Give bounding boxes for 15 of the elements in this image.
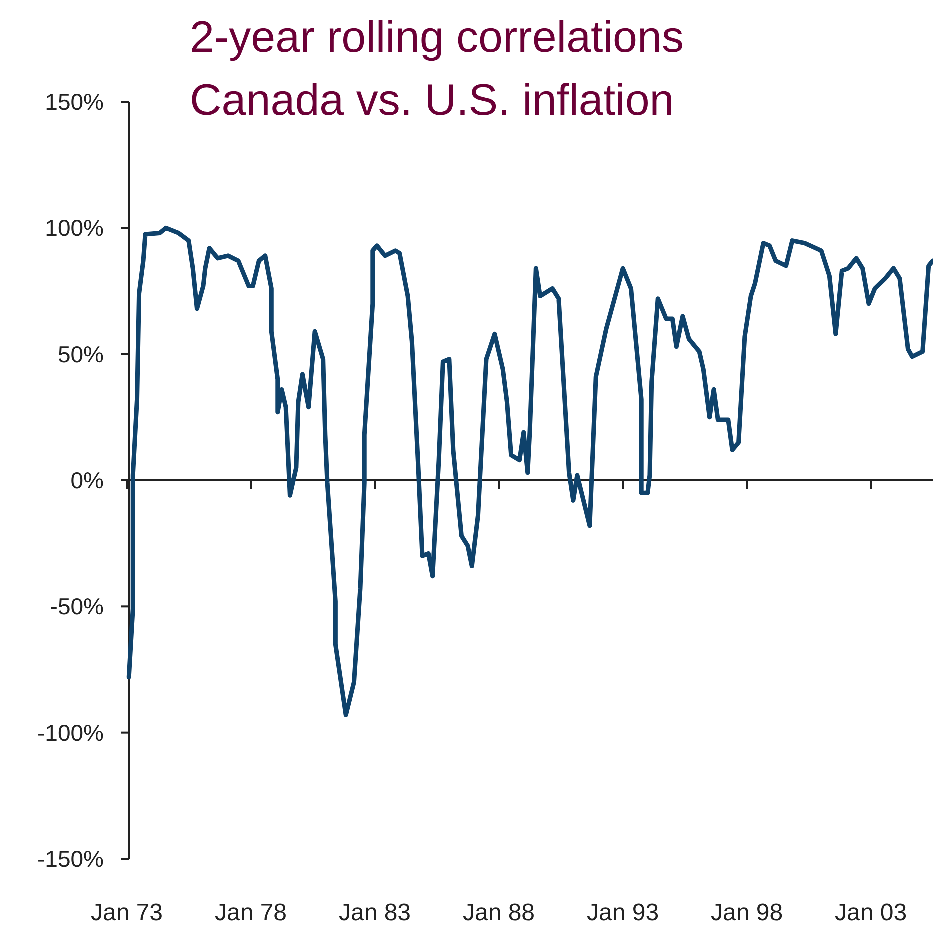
y-tick-label: -50% [50, 594, 104, 620]
x-tick-label: Jan 83 [338, 899, 412, 926]
x-tick-label: Jan 93 [587, 899, 660, 926]
x-tick-label: Jan 78 [214, 899, 288, 926]
x-tick-label: Jan 88 [462, 899, 536, 926]
chart-title: 2-year rolling correlations Canada vs. U.S. inflation [190, 13, 684, 125]
x-tick-label: Jan 98 [711, 899, 784, 926]
y-tick-label: 100% [45, 215, 104, 242]
y-tick-label: -150% [38, 846, 104, 872]
x-tick-label: Jan 73 [90, 899, 164, 926]
y-tick-label: 150% [45, 89, 104, 116]
y-tick-label: -100% [38, 720, 104, 746]
x-tick-label: Jan 03 [835, 899, 908, 926]
y-tick-label: 0% [70, 468, 104, 494]
y-tick-label: 50% [58, 341, 104, 368]
